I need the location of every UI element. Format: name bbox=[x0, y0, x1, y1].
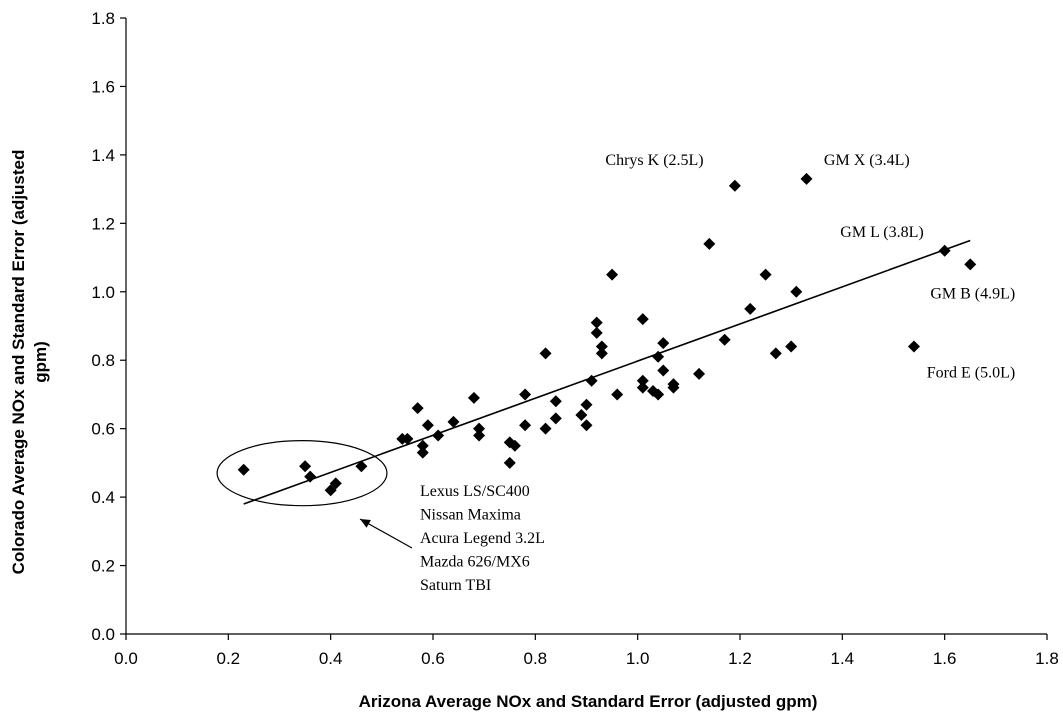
data-point bbox=[590, 316, 603, 329]
data-point bbox=[401, 432, 414, 445]
data-point bbox=[744, 302, 757, 315]
x-tick-label: 0.2 bbox=[217, 649, 241, 668]
cluster-arrowhead bbox=[360, 519, 371, 528]
y-axis-title-line2: gpm) bbox=[31, 341, 50, 383]
data-point bbox=[432, 429, 445, 442]
data-point bbox=[503, 456, 516, 469]
y-tick-label: 1.4 bbox=[91, 146, 115, 165]
data-point bbox=[590, 326, 603, 339]
data-points bbox=[237, 172, 977, 497]
y-axis-ticks: 0.0 0.2 0.4 0.6 0.8 1.0 1.2 1.4 1.6 1.8 bbox=[91, 9, 126, 644]
x-axis-ticks: 0.0 0.2 0.4 0.6 0.8 1.0 1.2 1.4 1.6 1.8 bbox=[114, 634, 1059, 668]
data-point bbox=[549, 412, 562, 425]
data-point bbox=[636, 313, 649, 326]
data-point bbox=[473, 422, 486, 435]
data-point bbox=[237, 463, 250, 476]
data-point bbox=[907, 340, 920, 353]
x-tick-label: 1.8 bbox=[1035, 649, 1059, 668]
point-annotation: Chrys K (2.5L) bbox=[605, 152, 703, 169]
y-axis-title-line1: Colorado Average NOx and Standard Error … bbox=[9, 150, 28, 575]
point-annotation: GM L (3.8L) bbox=[840, 224, 923, 241]
x-tick-label: 1.2 bbox=[728, 649, 752, 668]
cluster-labels: Lexus LS/SC400 Nissan Maxima Acura Legend … bbox=[359, 483, 545, 594]
y-tick-label: 1.6 bbox=[91, 77, 115, 96]
cluster-label: Nissan Maxima bbox=[420, 507, 521, 524]
data-point bbox=[539, 422, 552, 435]
data-point bbox=[703, 237, 716, 250]
data-point bbox=[355, 460, 368, 473]
data-point bbox=[519, 419, 532, 432]
data-point bbox=[636, 374, 649, 387]
data-point bbox=[718, 333, 731, 346]
data-point bbox=[728, 179, 741, 192]
x-tick-label: 0.6 bbox=[421, 649, 445, 668]
data-point bbox=[411, 402, 424, 415]
data-point bbox=[416, 439, 429, 452]
data-point bbox=[652, 388, 665, 401]
cluster-ellipse bbox=[216, 440, 388, 507]
data-point bbox=[657, 364, 670, 377]
x-tick-label: 0.0 bbox=[114, 649, 138, 668]
data-point bbox=[467, 391, 480, 404]
cluster-ellipse-layer bbox=[216, 440, 388, 507]
x-tick-label: 0.8 bbox=[524, 649, 548, 668]
cluster-label: Mazda 626/MX6 bbox=[420, 554, 530, 571]
x-axis-title: Arizona Average NOx and Standard Error (… bbox=[359, 692, 818, 711]
data-point bbox=[416, 446, 429, 459]
y-tick-label: 0.6 bbox=[91, 420, 115, 439]
data-point bbox=[519, 388, 532, 401]
data-point bbox=[304, 470, 317, 483]
data-point bbox=[693, 367, 706, 380]
point-annotation: GM X (3.4L) bbox=[824, 152, 910, 169]
data-point bbox=[329, 477, 342, 490]
y-tick-label: 1.0 bbox=[91, 283, 115, 302]
data-point bbox=[299, 460, 312, 473]
cluster-label: Lexus LS/SC400 bbox=[420, 483, 530, 500]
data-point bbox=[800, 172, 813, 185]
y-tick-label: 1.8 bbox=[91, 9, 115, 28]
data-point bbox=[611, 388, 624, 401]
x-tick-label: 1.0 bbox=[626, 649, 650, 668]
x-tick-label: 1.6 bbox=[933, 649, 957, 668]
data-point bbox=[652, 350, 665, 363]
data-point bbox=[595, 347, 608, 360]
data-point bbox=[667, 378, 680, 391]
cluster-label: Saturn TBI bbox=[420, 577, 491, 594]
data-point bbox=[606, 268, 619, 281]
y-tick-label: 0.0 bbox=[91, 625, 115, 644]
data-point bbox=[790, 285, 803, 298]
data-point bbox=[657, 337, 670, 350]
data-point bbox=[585, 374, 598, 387]
data-point bbox=[539, 347, 552, 360]
y-tick-label: 0.8 bbox=[91, 351, 115, 370]
x-tick-label: 0.4 bbox=[319, 649, 343, 668]
data-point bbox=[580, 398, 593, 411]
data-point bbox=[447, 415, 460, 428]
data-point bbox=[508, 439, 521, 452]
data-point bbox=[549, 395, 562, 408]
data-point bbox=[580, 419, 593, 432]
point-annotations: Chrys K (2.5L) GM X (3.4L) GM L (3.8L) GM B… bbox=[605, 152, 1015, 381]
trendline-layer bbox=[243, 239, 971, 505]
data-point bbox=[759, 268, 772, 281]
y-tick-label: 1.2 bbox=[91, 214, 115, 233]
data-point bbox=[964, 258, 977, 271]
x-tick-label: 1.4 bbox=[831, 649, 855, 668]
data-point bbox=[636, 381, 649, 394]
data-point bbox=[769, 347, 782, 360]
y-tick-label: 0.4 bbox=[91, 488, 115, 507]
trendline bbox=[243, 239, 971, 505]
cluster-label: Acura Legend 3.2L bbox=[420, 530, 545, 547]
data-point bbox=[785, 340, 798, 353]
y-tick-label: 0.2 bbox=[91, 557, 115, 576]
data-point bbox=[595, 340, 608, 353]
data-point bbox=[473, 429, 486, 442]
data-point bbox=[421, 419, 434, 432]
point-annotation: Ford E (5.0L) bbox=[927, 364, 1015, 381]
data-point bbox=[575, 408, 588, 421]
point-annotation: GM B (4.9L) bbox=[930, 286, 1015, 303]
data-point bbox=[938, 244, 951, 257]
